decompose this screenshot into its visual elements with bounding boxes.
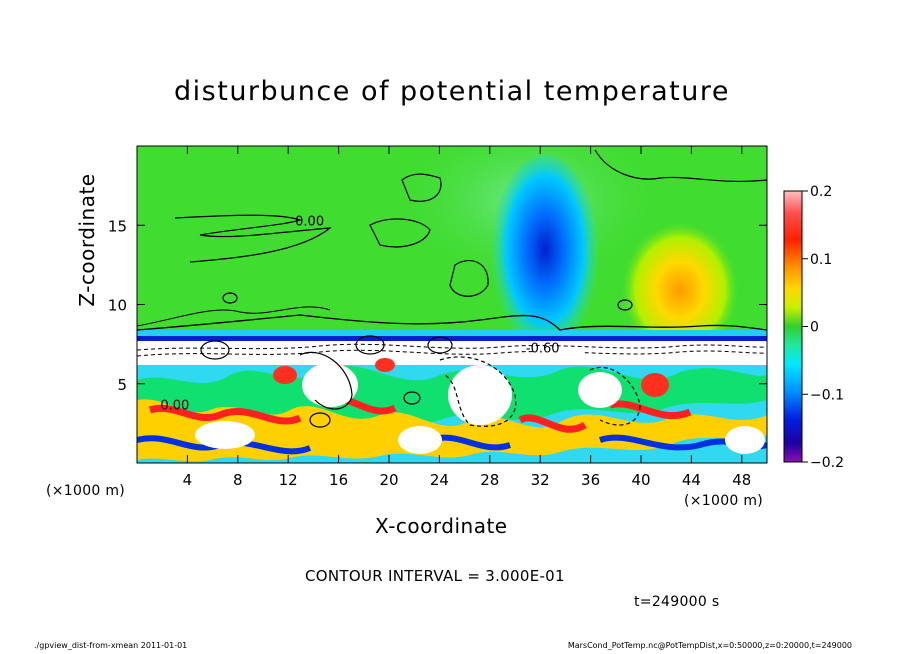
- x-tick-label: 28: [480, 471, 499, 489]
- x-tick-label: 24: [430, 471, 449, 489]
- colorbar-tick-label: −0.2: [810, 455, 844, 471]
- x-tick-label: 12: [279, 471, 298, 489]
- x-tick-label: 20: [379, 471, 398, 489]
- x-tick-label: 40: [631, 471, 650, 489]
- x-tick-label: 8: [233, 471, 243, 489]
- colorbar-tick-label: 0: [810, 320, 819, 336]
- heatmap-field: [137, 146, 767, 463]
- x-tick-label: 48: [732, 471, 751, 489]
- y-tick-label: 5: [117, 376, 127, 394]
- y-tick-label: 10: [108, 297, 127, 315]
- x-unit-left: (×1000 m): [46, 483, 126, 499]
- colorbar-tick-label: 0.2: [810, 184, 832, 200]
- contour-interval-note: CONTOUR INTERVAL = 3.000E-01: [305, 567, 565, 585]
- contour-label: 0.00: [160, 398, 189, 413]
- x-tick-label: 44: [682, 471, 701, 489]
- footer-left: ./gpview_dist-from-xmean 2011-01-01: [34, 641, 188, 650]
- y-axis: 5 10 15: [108, 217, 767, 394]
- time-stamp: t=249000 s: [634, 594, 720, 610]
- x-tick-label: 32: [531, 471, 550, 489]
- x-tick-label: 16: [329, 471, 348, 489]
- x-axis-label: X-coordinate: [375, 514, 508, 538]
- x-tick-label: 36: [581, 471, 600, 489]
- x-unit-right: (×1000 m): [684, 493, 764, 509]
- colorbar-ticks: 0.2 0.1 0 −0.1 −0.2: [802, 184, 844, 471]
- y-axis-label: Z-coordinate: [75, 173, 99, 307]
- contour-label: -0.60: [526, 341, 560, 356]
- colorbar-tick-label: −0.1: [810, 387, 844, 403]
- contour-label: 0.00: [295, 214, 324, 229]
- chart-title: disturbunce of potential temperature: [174, 76, 730, 107]
- contour-label-group: 0.00 -0.60 0.00: [160, 214, 559, 413]
- footer-right: MarsCond_PotTemp.nc@PotTempDist,x=0:5000…: [567, 641, 852, 650]
- colorbar-tick-label: 0.1: [810, 252, 832, 268]
- y-tick-label: 15: [108, 217, 127, 235]
- x-tick-label: 4: [183, 471, 193, 489]
- x-axis: 4 8 12 16 20 24 28 32 36 40 44 48: [183, 146, 751, 489]
- colorbar: [783, 190, 803, 463]
